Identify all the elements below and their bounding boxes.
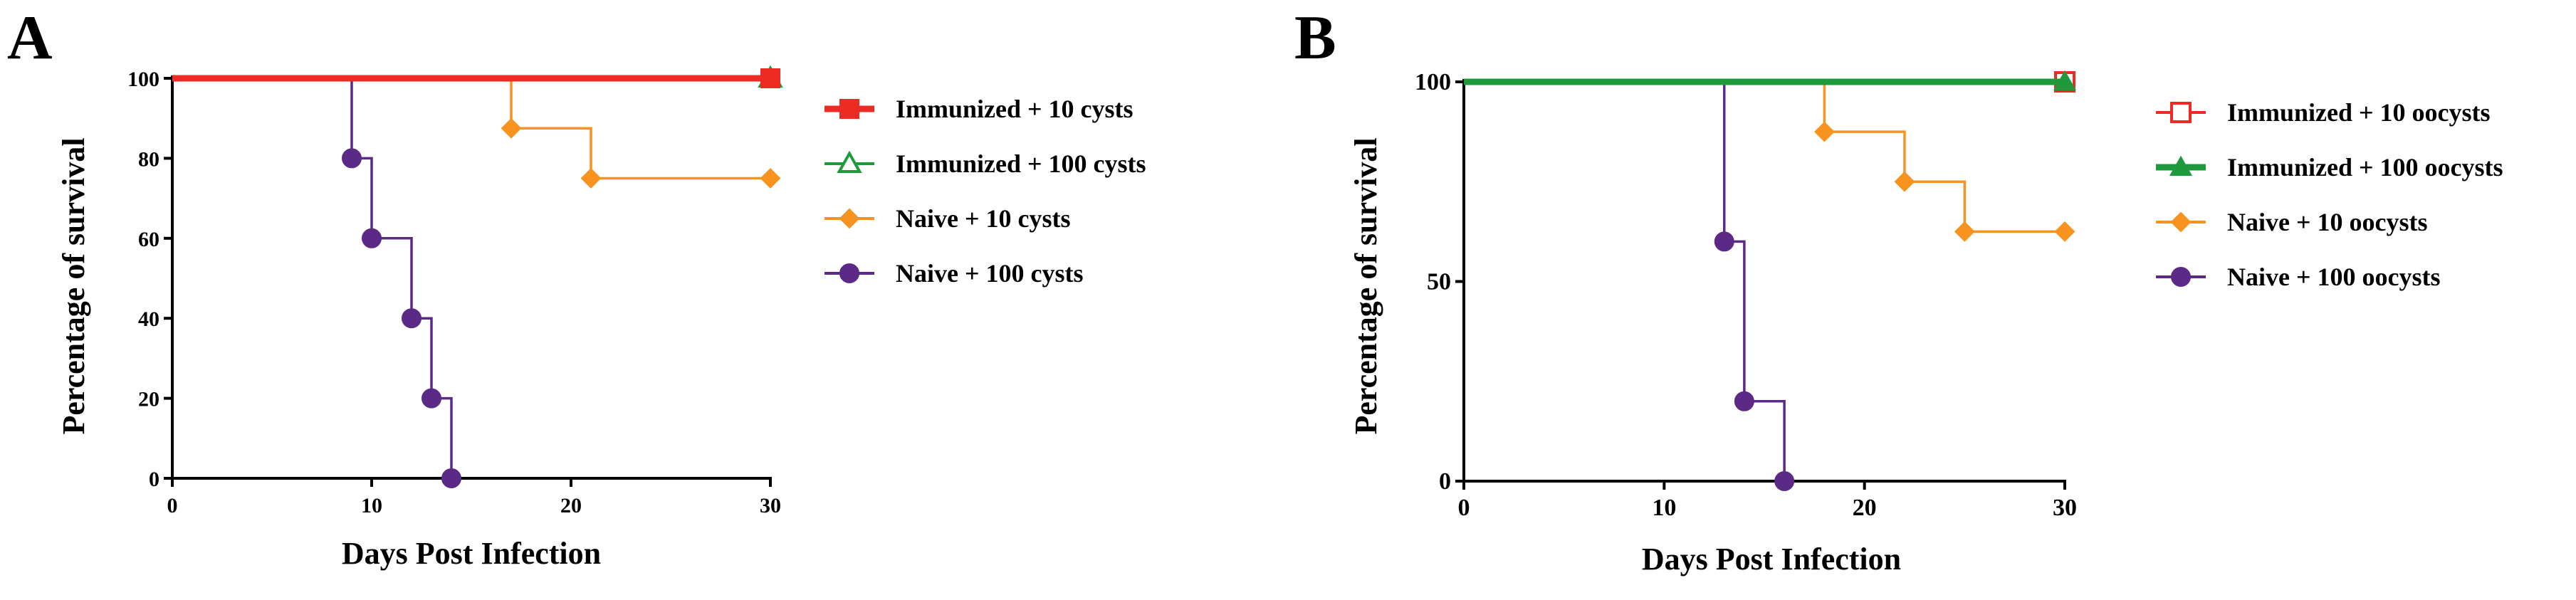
panel-b-legend-label: Immunized + 10 oocysts [2227,98,2491,127]
panel-a-y-tick-label: 100 [127,68,159,91]
panel-a-legend-label: Naive + 100 cysts [896,259,1083,288]
panel-a-legend-item-immunized-10-cysts: Immunized + 10 cysts [824,95,1133,123]
panel-b-legend-item-immunized-10-oocysts: Immunized + 10 oocysts [2156,98,2491,127]
panel-b-series-naive-10-oocysts-point-1 [1813,121,1835,142]
panel-a-letter: A [7,4,53,73]
panel-a-legend-swatch-marker [839,99,859,119]
panel-b-legend-label: Naive + 10 oocysts [2227,208,2427,236]
panel-b-legend: Immunized + 10 oocysts Immunized + 100 oo… [2156,98,2503,291]
panel-b-series-immunized-100-oocysts-point-1 [2053,70,2077,91]
panel-b-y-axis-title: Percentage of survival [1349,137,1383,434]
panel-a-x-tick-label: 10 [361,494,382,517]
panel-a-plot-area: 0 20 40 60 80 100 0 10 20 30 [127,65,783,517]
panel-a-series-naive-100-cysts-point-4 [422,388,441,409]
panel-a-series-naive-100-cysts-point-5 [441,468,461,488]
panel-a-x-tick-label: 30 [760,494,781,517]
panel-b-plot-area: 0 50 100 0 10 20 30 [1415,69,2077,521]
panel-a-y-tick-label: 40 [138,307,159,331]
panel-b-series-naive-10-oocysts-point-2 [1894,171,1915,192]
panel-a-x-tick-label: 20 [560,494,582,517]
panel-a-y-axis-title: Percentage of survival [56,137,91,434]
panel-a-x-axis-title: Days Post Infection [342,536,601,571]
panel-a-y-tick-label: 60 [138,228,159,251]
panel-b-legend-item-naive-100-oocysts: Naive + 100 oocysts [2156,263,2440,291]
panel-b-legend-label: Immunized + 100 oocysts [2227,153,2503,181]
panel-b-legend-swatch-marker [2170,211,2192,233]
panel-b-series-naive-100-oocysts-point-1 [1714,231,1734,252]
panel-a-legend-swatch-marker [837,150,862,174]
panel-a-x-tick-label: 0 [167,494,178,517]
panel-a-legend-item-immunized-100-cysts: Immunized + 100 cysts [824,149,1146,178]
panel-b-legend-label: Naive + 100 oocysts [2227,263,2440,291]
panel-a-legend-item-naive-100-cysts: Naive + 100 cysts [824,259,1083,288]
panel-b-series-naive-10-oocysts-point-4 [2054,221,2075,242]
panel-a-legend-label: Naive + 10 cysts [896,204,1070,233]
panel-b-legend-swatch-marker [2170,102,2192,123]
panel-b: B Percentage of survival Days Post Infec… [1294,4,2503,577]
panel-b-x-axis-title: Days Post Infection [1642,542,1901,577]
panel-b-x-tick-label: 10 [1652,495,1676,521]
panel-a-legend-swatch-marker [839,208,860,229]
panel-a-y-tick-label: 80 [138,147,159,171]
panel-b-series-naive-100-oocysts-line [1464,80,1786,481]
panel-a-series-immunized-10-cysts [172,68,780,88]
panel-a-series-naive-10-cysts-line [172,77,770,180]
panel-a-legend-swatch-marker [839,263,859,283]
panel-b-y-tick-label: 100 [1415,69,1451,95]
panel-a-series-naive-100-cysts-point-1 [342,148,362,169]
panel-b-series-immunized-100-oocysts [1464,70,2077,91]
panel-b-series-naive-10-oocysts-point-3 [1954,221,1975,242]
panel-a-y-tick-label: 0 [149,468,159,491]
panel-a-series-naive-10-cysts [172,77,781,189]
panel-a-legend: Immunized + 10 cysts Immunized + 100 cyst… [824,95,1146,288]
panel-b-letter: B [1294,4,1336,73]
panel-b-legend-item-naive-10-oocysts: Naive + 10 oocysts [2156,208,2427,236]
panel-a-series-naive-100-cysts-point-2 [362,228,382,248]
panel-a-series-naive-10-cysts-point-1 [501,117,522,139]
panel-a: A Percentage of survival Days Post Infec… [7,4,1146,571]
panel-b-y-tick-label: 50 [1427,269,1451,295]
panel-b-legend-swatch-marker [2171,267,2191,287]
panel-a-series-naive-100-cysts-point-3 [402,308,422,329]
panel-b-series-naive-100-oocysts-point-3 [1774,471,1795,491]
panel-a-series-naive-10-cysts-point-2 [580,168,602,189]
panel-b-series-naive-10-oocysts-line [1464,80,2065,233]
panel-a-series-naive-100-cysts [172,77,461,488]
panel-b-x-tick-label: 20 [1853,495,1877,521]
panel-b-series-naive-100-oocysts-point-2 [1734,391,1754,411]
panel-a-y-tick-label: 20 [138,388,159,411]
panel-b-series-naive-100-oocysts [1464,80,1795,491]
panel-a-legend-label: Immunized + 100 cysts [896,149,1146,178]
panel-a-legend-label: Immunized + 10 cysts [896,95,1133,123]
panel-b-legend-swatch-marker [2169,155,2193,177]
panel-b-series-naive-10-oocysts [1464,80,2075,242]
panel-a-series-naive-10-cysts-point-3 [760,168,781,189]
panel-a-series-naive-100-cysts-line [172,77,453,478]
panel-b-legend-item-immunized-100-oocysts: Immunized + 100 oocysts [2156,153,2503,181]
panel-b-x-tick-label: 30 [2053,495,2077,521]
panel-b-x-tick-label: 0 [1458,495,1470,521]
panel-b-y-tick-label: 0 [1439,468,1451,495]
panel-a-series-immunized-10-cysts-point-1 [760,68,780,88]
panel-a-legend-item-naive-10-cysts: Naive + 10 cysts [824,204,1070,233]
